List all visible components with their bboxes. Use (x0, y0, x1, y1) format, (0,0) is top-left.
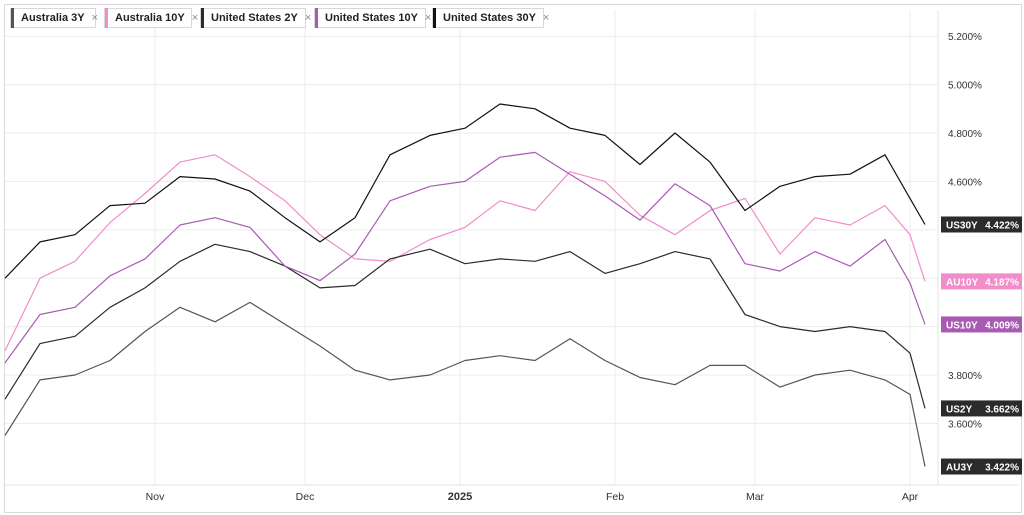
legend-swatch (433, 8, 436, 28)
x-tick-label: Mar (746, 491, 765, 503)
legend-label: United States 2Y (211, 12, 298, 24)
x-tick-label: Apr (902, 491, 919, 503)
chart-frame (4, 4, 1022, 513)
y-tick-label: 4.800% (948, 129, 982, 140)
legend-item-australia-3y[interactable]: Australia 3Y × (10, 8, 99, 28)
end-tag-bg (941, 273, 1022, 290)
legend-swatch (11, 8, 14, 28)
legend-label: Australia 3Y (21, 12, 85, 24)
chart-grid (5, 10, 938, 485)
series-line-us2y[interactable] (4, 243, 926, 409)
legend-item-united-states-2y[interactable]: United States 2Y × (200, 8, 311, 28)
end-tag-value: 3.422% (985, 463, 1019, 474)
series-line-au3y[interactable] (4, 301, 926, 467)
remove-series-icon[interactable]: × (191, 12, 199, 24)
x-tick-label: 2025 (448, 491, 472, 503)
y-tick-label: 3.800% (948, 371, 982, 382)
y-tick-label: 5.000% (948, 81, 982, 92)
series-line-au10y[interactable] (4, 154, 926, 352)
end-tag-au10y: AU10Y 4.187% (941, 273, 1022, 290)
end-value-tags: AU3Y 3.422% AU10Y 4.187% US2Y 3.662% US10Y 4.00… (941, 216, 1022, 475)
legend-item-united-states-30y[interactable]: United States 30Y × (432, 8, 549, 28)
y-tick-label: 5.200% (948, 32, 982, 43)
end-tag-bg (941, 458, 1022, 475)
x-axis: Nov Dec 2025 Feb Mar Apr (5, 484, 1018, 503)
end-tag-us30y: US30Y 4.422% (941, 216, 1022, 233)
series-line-us10y[interactable] (4, 151, 926, 364)
legend-label: Australia 10Y (115, 12, 185, 24)
end-tag-au3y: AU3Y 3.422% (941, 458, 1022, 475)
end-tag-series: US30Y (946, 220, 978, 231)
remove-series-icon[interactable]: × (542, 12, 550, 24)
end-tag-series: AU10Y (946, 277, 979, 288)
y-axis: 5.200% 5.000% 4.800% 4.600% 3.800% 3.600% (937, 10, 982, 485)
series-line-us30y[interactable] (4, 103, 926, 279)
legend-item-australia-10y[interactable]: Australia 10Y × (104, 8, 198, 28)
end-tag-bg (941, 316, 1022, 333)
y-tick-label: 4.600% (948, 177, 982, 188)
end-tag-value: 4.009% (985, 320, 1019, 331)
end-tag-series: AU3Y (946, 463, 973, 474)
x-tick-label: Feb (606, 491, 624, 503)
end-tag-value: 4.187% (985, 277, 1019, 288)
end-tag-value: 3.662% (985, 404, 1019, 415)
x-tick-label: Nov (146, 491, 165, 503)
y-tick-label: 3.600% (948, 419, 982, 430)
legend-label: United States 30Y (443, 12, 536, 24)
legend-swatch (201, 8, 204, 28)
end-tag-series: US2Y (946, 404, 972, 415)
remove-series-icon[interactable]: × (91, 12, 99, 24)
legend-swatch (105, 8, 108, 28)
end-tag-series: US10Y (946, 320, 978, 331)
legend-swatch (315, 8, 318, 28)
legend-label: United States 10Y (325, 12, 418, 24)
legend-item-united-states-10y[interactable]: United States 10Y × (314, 8, 431, 28)
end-tag-bg (941, 216, 1022, 233)
remove-series-icon[interactable]: × (304, 12, 312, 24)
x-tick-label: Dec (296, 491, 315, 503)
end-tag-us2y: US2Y 3.662% (941, 400, 1022, 417)
chart-series (4, 103, 926, 467)
end-tag-us10y: US10Y 4.009% (941, 316, 1022, 333)
end-tag-bg (941, 400, 1022, 417)
end-tag-value: 4.422% (985, 220, 1019, 231)
remove-series-icon[interactable]: × (424, 12, 432, 24)
